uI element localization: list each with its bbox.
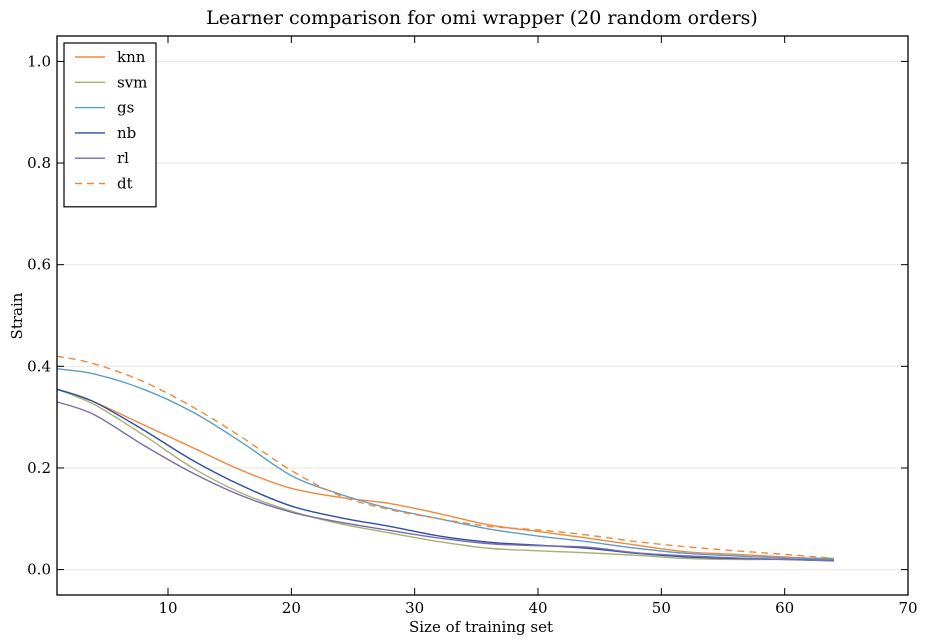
- plot-area-frame: [56, 35, 909, 596]
- series-line-nb: [56, 388, 835, 562]
- y-tick-label: 0.4: [27, 357, 51, 375]
- legend-label-knn: knn: [117, 48, 146, 66]
- series-line-dt: [56, 355, 835, 560]
- y-tick-label: 0.6: [27, 256, 51, 274]
- x-tick-label: 40: [528, 599, 547, 617]
- legend-label-gs: gs: [117, 99, 134, 117]
- legend-label-rl: rl: [117, 149, 129, 167]
- x-tick-label: 10: [158, 599, 177, 617]
- legend-label-dt: dt: [117, 175, 133, 193]
- y-axis-label: Strain: [8, 292, 26, 339]
- x-tick-label: 60: [775, 599, 794, 617]
- legend: knn svm gs nb rl dt: [63, 42, 157, 208]
- y-tick-label: 0.8: [27, 154, 51, 172]
- x-axis-label: Size of training set: [409, 618, 553, 636]
- y-tick-label: 0.0: [27, 561, 51, 579]
- x-tick-label: 50: [652, 599, 671, 617]
- x-tick-label: 20: [282, 599, 301, 617]
- y-tick-label: 0.2: [27, 459, 51, 477]
- axis-ticks: 10 20 30 40 50 60 70 0.0 0.2 0.4 0.6 0.8 1.0: [27, 36, 918, 617]
- series-line-rl: [56, 401, 835, 562]
- chart-title: Learner comparison for omi wrapper (20 r…: [206, 7, 758, 29]
- series-line-gs: [56, 368, 835, 560]
- y-tick-label: 1.0: [27, 52, 51, 70]
- x-tick-label: 70: [898, 599, 917, 617]
- legend-label-svm: svm: [117, 73, 147, 91]
- series-line-svm: [56, 388, 834, 561]
- legend-label-nb: nb: [117, 124, 136, 142]
- series-lines: [56, 355, 835, 562]
- legend-box: [63, 42, 157, 208]
- x-tick-label: 30: [405, 599, 424, 617]
- series-line-knn: [56, 388, 835, 561]
- grid: [57, 60, 908, 571]
